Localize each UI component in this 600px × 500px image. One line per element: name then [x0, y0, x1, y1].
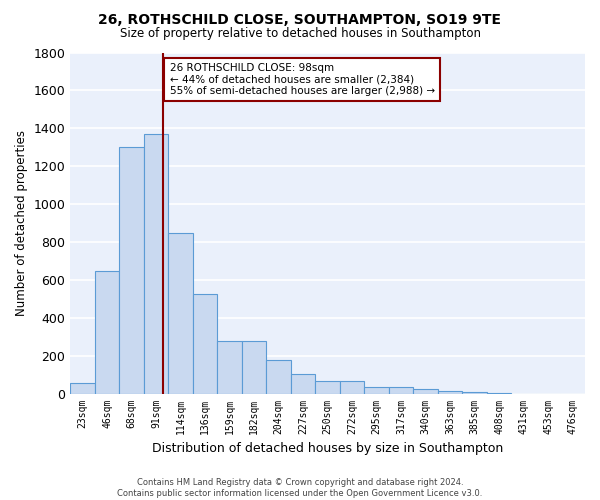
Text: Size of property relative to detached houses in Southampton: Size of property relative to detached ho…: [119, 28, 481, 40]
Bar: [413, 389, 438, 394]
Bar: [242, 342, 266, 394]
Bar: [316, 381, 340, 394]
Text: 26 ROTHSCHILD CLOSE: 98sqm
← 44% of detached houses are smaller (2,384)
55% of s: 26 ROTHSCHILD CLOSE: 98sqm ← 44% of deta…: [170, 63, 434, 96]
Text: Contains HM Land Registry data © Crown copyright and database right 2024.
Contai: Contains HM Land Registry data © Crown c…: [118, 478, 482, 498]
Bar: [364, 387, 389, 394]
Bar: [389, 387, 413, 394]
Bar: [193, 294, 217, 394]
Bar: [340, 381, 364, 394]
Bar: [463, 392, 487, 394]
Bar: [119, 147, 144, 394]
Bar: [70, 383, 95, 394]
Bar: [438, 392, 463, 394]
Bar: [291, 374, 316, 394]
Bar: [95, 272, 119, 394]
Bar: [144, 134, 169, 394]
Text: 26, ROTHSCHILD CLOSE, SOUTHAMPTON, SO19 9TE: 26, ROTHSCHILD CLOSE, SOUTHAMPTON, SO19 …: [98, 12, 502, 26]
Bar: [169, 234, 193, 394]
Bar: [217, 342, 242, 394]
X-axis label: Distribution of detached houses by size in Southampton: Distribution of detached houses by size …: [152, 442, 503, 455]
Y-axis label: Number of detached properties: Number of detached properties: [15, 130, 28, 316]
Bar: [487, 392, 511, 394]
Bar: [266, 360, 291, 394]
